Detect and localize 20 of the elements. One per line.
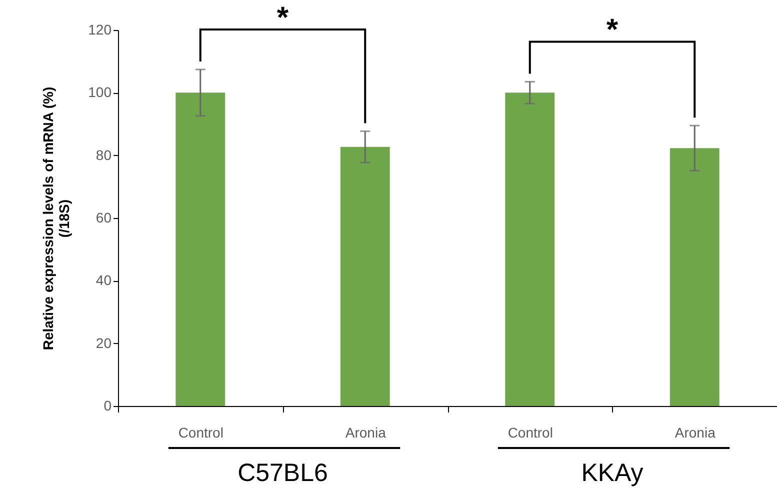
- y-tick-label: 20: [96, 334, 112, 351]
- x-tick-label: Aronia: [345, 424, 386, 440]
- bar: [505, 92, 555, 406]
- y-tick-label: 80: [96, 146, 112, 163]
- text: KKAy: [581, 459, 644, 487]
- bar: [176, 92, 226, 406]
- y-tick-label: 100: [88, 84, 112, 100]
- y-axis-title: Relative expression levels of mRNA (%) (/18S): [40, 86, 72, 350]
- y-tick-label: 60: [96, 210, 112, 226]
- x-tick-label: Aronia: [674, 424, 716, 440]
- y-tick-label: 40: [96, 272, 112, 288]
- x-tick-label: Control: [508, 424, 553, 440]
- y-tick-label: 0: [104, 398, 112, 414]
- annotation: *: [276, 1, 289, 34]
- bar: [670, 148, 720, 406]
- bar: [340, 146, 390, 406]
- x-tick-label: Control: [178, 424, 224, 440]
- y-tick-label: 120: [88, 22, 112, 38]
- text: C57BL6: [238, 459, 328, 487]
- annotation: *: [606, 14, 618, 47]
